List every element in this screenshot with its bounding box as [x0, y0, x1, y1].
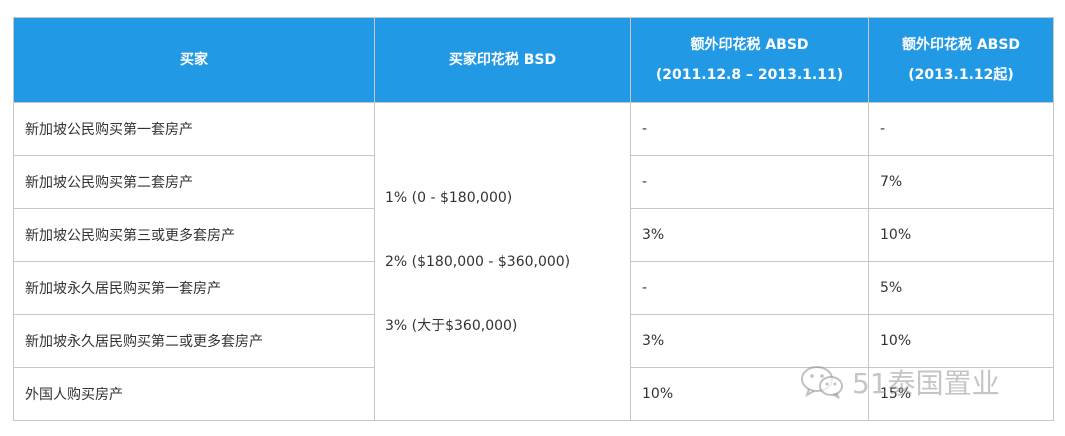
buyer-cell: 新加坡永久居民购买第二或更多套房产: [13, 314, 375, 368]
absd-2011-cell: 3%: [630, 314, 869, 368]
table-row: 新加坡公民购买第二套房产 - 7%: [13, 155, 1054, 209]
header-buyer: 买家: [13, 17, 375, 103]
header-absd-2013-title: 额外印花税 ABSD: [901, 37, 1021, 53]
absd-2013-cell: 10%: [868, 314, 1054, 368]
bsd-rate: 3% (大于$360,000): [385, 317, 518, 334]
header-absd-2011: 额外印花税 ABSD (2011.12.8 – 2013.1.11): [630, 17, 869, 103]
bsd-rate: 2% ($180,000 - $360,000): [385, 253, 571, 270]
header-bsd: 买家印花税 BSD: [374, 17, 631, 103]
header-absd-2011-period: (2011.12.8 – 2013.1.11): [655, 67, 844, 83]
absd-2013-cell: 7%: [868, 155, 1054, 209]
buyer-cell: 新加坡公民购买第二套房产: [13, 155, 375, 209]
absd-2011-cell: 10%: [630, 367, 869, 421]
absd-2011-cell: -: [630, 261, 869, 315]
absd-2011-cell: 3%: [630, 208, 869, 262]
table-row: 新加坡公民购买第一套房产 1% (0 - $180,000) 2% ($180,…: [13, 102, 1054, 421]
absd-2013-cell: 10%: [868, 208, 1054, 262]
absd-2013-cell: -: [868, 102, 1054, 156]
buyer-cell: 新加坡公民购买第三或更多套房产: [13, 208, 375, 262]
bsd-rate: 1% (0 - $180,000): [385, 189, 513, 206]
header-absd-2013-period: (2013.1.12起): [908, 67, 1014, 83]
header-absd-2011-title: 额外印花税 ABSD: [690, 37, 809, 53]
bsd-cell: 1% (0 - $180,000) 2% ($180,000 - $360,00…: [374, 102, 631, 421]
absd-2013-cell: 15%: [868, 367, 1054, 421]
header-row: 买家 买家印花税 BSD 额外印花税 ABSD (2011.12.8 – 201…: [13, 17, 1054, 103]
buyer-cell: 外国人购买房产: [13, 367, 375, 421]
buyer-cell: 新加坡公民购买第一套房产: [13, 102, 375, 156]
buyer-cell: 新加坡永久居民购买第一套房产: [13, 261, 375, 315]
absd-2013-cell: 5%: [868, 261, 1054, 315]
absd-2011-cell: -: [630, 155, 869, 209]
absd-2011-cell: -: [630, 102, 869, 156]
table-row: 新加坡永久居民购买第一套房产 - 5%: [13, 261, 1054, 315]
header-absd-2013: 额外印花税 ABSD (2013.1.12起): [868, 17, 1054, 103]
stamp-duty-table: 买家 买家印花税 BSD 额外印花税 ABSD (2011.12.8 – 201…: [13, 17, 1054, 421]
table-row: 新加坡永久居民购买第二或更多套房产 3% 10%: [13, 314, 1054, 368]
